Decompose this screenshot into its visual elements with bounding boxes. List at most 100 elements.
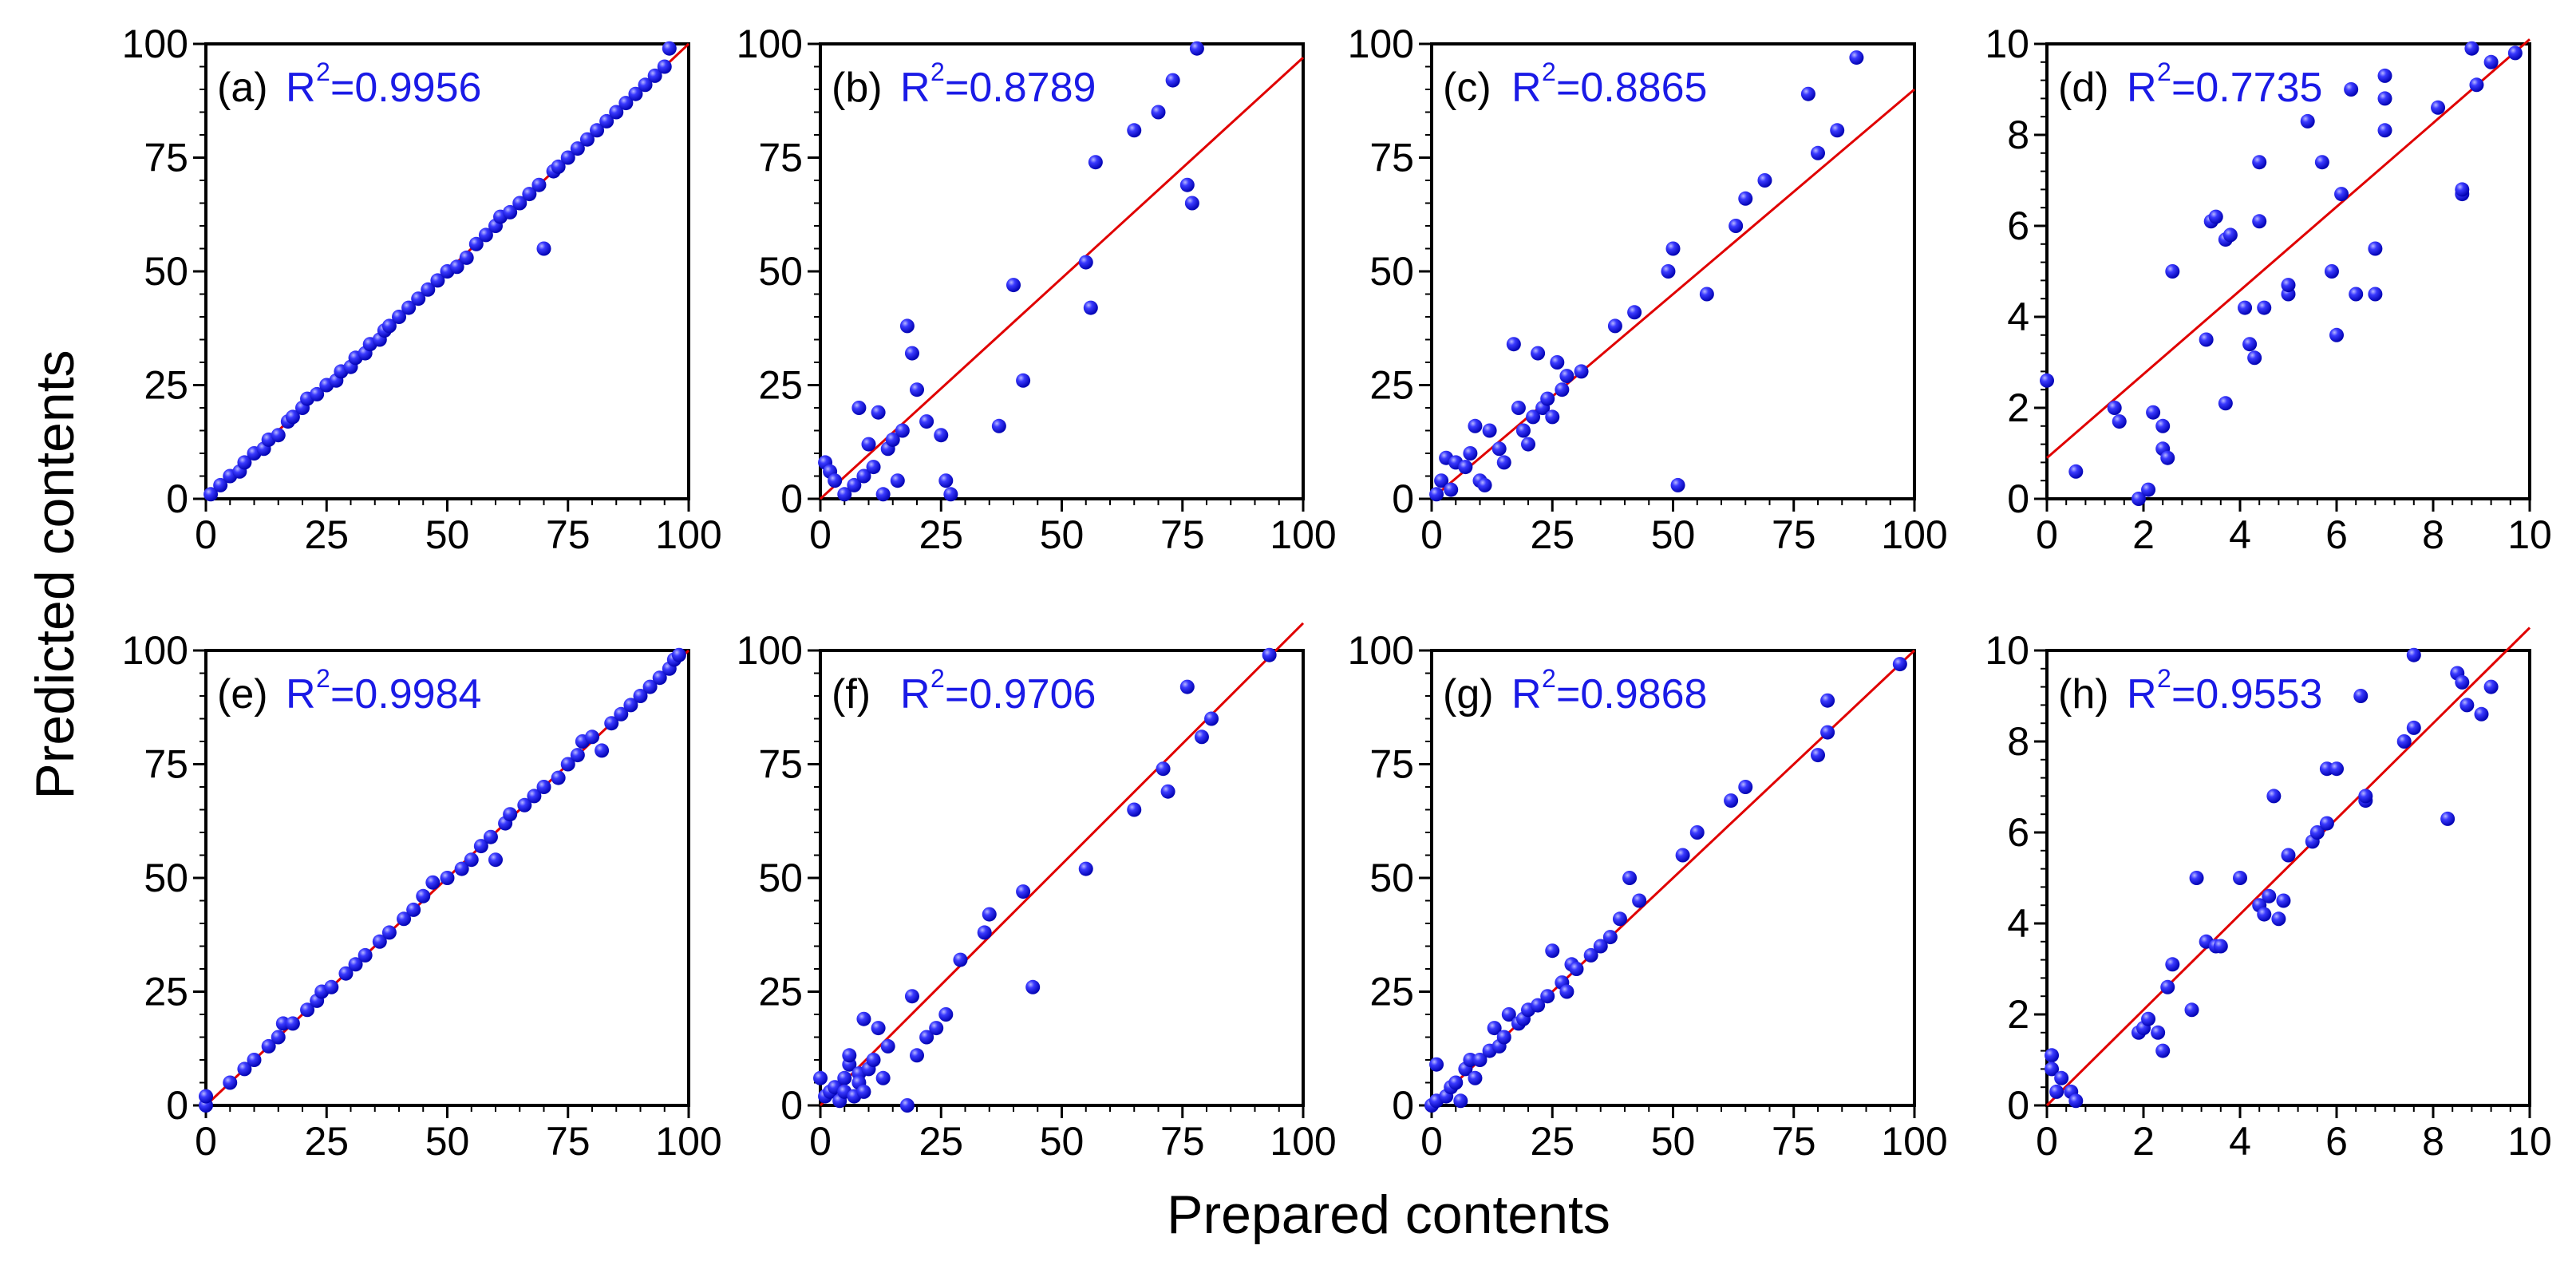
y-tick-label: 0 — [166, 1083, 188, 1128]
x-tick-label: 0 — [195, 1119, 217, 1164]
y-tick-label: 6 — [2007, 810, 2029, 855]
data-point — [1729, 219, 1744, 233]
data-point — [837, 487, 852, 502]
data-point — [2396, 734, 2412, 749]
x-tick-label: 0 — [195, 512, 217, 557]
data-point — [372, 934, 387, 949]
data-point — [1078, 861, 1093, 876]
data-point — [411, 291, 426, 306]
data-point — [1472, 1053, 1488, 1067]
data-point — [2165, 957, 2180, 972]
data-point — [478, 227, 493, 243]
data-point — [1699, 287, 1714, 302]
y-tick-label: 50 — [1369, 856, 1414, 900]
panel-label: (b) — [832, 65, 883, 111]
data-point — [1179, 679, 1195, 694]
data-point — [899, 1098, 915, 1113]
data-point — [2068, 464, 2084, 479]
chart-panel-5: 0 25 50 75 100 0 25 50 75 100 (e) R 2 =0.9984 — [122, 628, 722, 1164]
data-point — [991, 418, 1006, 433]
x-tick-label: 50 — [1651, 1119, 1696, 1164]
r-squared-value: =0.9868 — [1556, 671, 1707, 718]
data-point — [1612, 911, 1627, 927]
data-point — [657, 59, 672, 74]
r-squared-value: =0.9706 — [945, 671, 1096, 718]
data-point — [2112, 414, 2127, 429]
data-point — [866, 1053, 881, 1067]
data-point — [517, 797, 532, 812]
x-tick-label: 4 — [2229, 512, 2251, 557]
data-point — [2281, 278, 2296, 293]
data-point — [590, 123, 605, 138]
data-point — [468, 236, 484, 251]
data-point — [856, 468, 871, 484]
data-point — [310, 386, 325, 401]
data-point — [1204, 711, 1219, 726]
data-point — [560, 150, 575, 165]
data-point — [919, 414, 934, 429]
y-tick-label: 100 — [122, 628, 188, 673]
data-point — [1434, 473, 1449, 488]
data-point — [885, 432, 900, 447]
y-tick-label: 25 — [758, 363, 803, 408]
data-point — [871, 405, 886, 420]
data-point — [2218, 396, 2233, 411]
data-point — [2160, 450, 2175, 465]
data-point — [1194, 729, 1209, 745]
data-point — [1160, 784, 1175, 799]
r-squared-letter: R — [900, 671, 930, 718]
data-point — [421, 282, 436, 297]
r-squared-value: =0.8789 — [945, 65, 1096, 111]
data-point — [2507, 45, 2523, 61]
data-point — [1078, 255, 1093, 270]
data-point — [614, 706, 629, 721]
data-point — [1738, 780, 1753, 794]
data-point — [2314, 155, 2329, 170]
data-point — [910, 1048, 924, 1063]
x-tick-label: 50 — [1040, 1119, 1085, 1164]
data-point — [856, 1011, 871, 1026]
data-point — [2455, 182, 2470, 197]
x-tick-label: 25 — [919, 1119, 963, 1164]
x-tick-label: 10 — [2507, 1119, 2552, 1164]
data-point — [1016, 373, 1031, 388]
data-point — [2054, 1070, 2069, 1085]
data-point — [899, 318, 915, 334]
data-point — [828, 473, 843, 488]
data-point — [1811, 145, 1825, 160]
y-tick-label: 75 — [1369, 136, 1414, 180]
data-point — [2184, 1002, 2199, 1018]
r-squared-superscript: 2 — [2157, 664, 2171, 693]
data-point — [2155, 418, 2171, 433]
y-tick-label: 25 — [144, 970, 188, 1014]
data-point — [536, 241, 551, 256]
data-point — [982, 907, 997, 922]
data-point — [1521, 437, 1535, 452]
x-tick-label: 0 — [809, 1119, 832, 1164]
x-tick-label: 25 — [1530, 512, 1574, 557]
data-point — [1661, 264, 1676, 279]
y-tick-label: 50 — [144, 249, 188, 294]
data-point — [1738, 191, 1753, 206]
data-point — [338, 966, 354, 981]
r-squared-value: =0.9984 — [330, 671, 481, 718]
y-tick-label: 75 — [144, 742, 188, 787]
r-squared-value: =0.7735 — [2171, 65, 2322, 111]
data-point — [2165, 264, 2180, 279]
data-point — [2271, 911, 2286, 927]
data-point — [247, 1053, 262, 1067]
panel-label: (a) — [217, 65, 268, 111]
x-tick-label: 50 — [1040, 512, 1085, 557]
r-squared-superscript: 2 — [1542, 57, 1556, 86]
data-point — [271, 428, 286, 443]
data-point — [300, 1002, 315, 1018]
data-point — [1016, 884, 1031, 899]
y-tick-label: 2 — [2007, 385, 2029, 430]
data-point — [1127, 123, 1142, 138]
data-point — [2309, 825, 2325, 840]
data-point — [1506, 337, 1521, 352]
data-point — [1627, 305, 1642, 320]
data-point — [866, 460, 881, 475]
data-point — [1429, 1057, 1444, 1072]
